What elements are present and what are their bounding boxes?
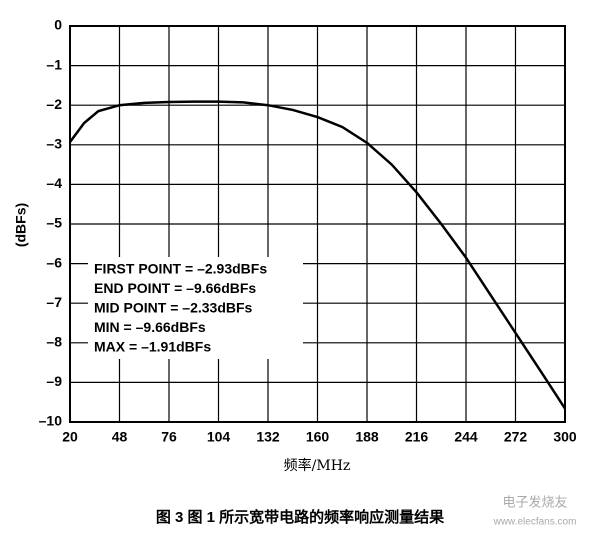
x-tick-label: 272 xyxy=(504,429,528,445)
y-tick-label: –4 xyxy=(46,175,62,191)
y-axis-label: (dBFs) xyxy=(13,203,29,247)
x-tick-label: 244 xyxy=(454,429,478,445)
x-tick-label: 20 xyxy=(62,429,78,445)
y-tick-label: –6 xyxy=(46,254,62,270)
caption: 图 3 图 1 所示宽带电路的频率响应测量结果 xyxy=(156,508,445,526)
y-tick-label: –8 xyxy=(46,334,62,350)
annotation: MID POINT = –2.33dBFs xyxy=(94,300,253,316)
annotation: MIN = –9.66dBFs xyxy=(94,319,206,335)
x-tick-label: 132 xyxy=(256,429,280,445)
y-tick-label: –2 xyxy=(46,96,62,112)
y-tick-label: –3 xyxy=(46,136,62,152)
y-tick-label: –10 xyxy=(39,413,63,429)
x-tick-label: 76 xyxy=(161,429,177,445)
plot-border xyxy=(69,25,566,423)
y-tick-label: –5 xyxy=(46,215,62,231)
x-tick-label: 300 xyxy=(553,429,577,445)
x-tick-label: 48 xyxy=(112,429,128,445)
annotation: MAX = –1.91dBFs xyxy=(94,339,211,355)
data-line xyxy=(68,100,567,410)
x-axis-label: 频率/MHz xyxy=(284,457,351,474)
x-tick-label: 160 xyxy=(306,429,330,445)
annotation-box xyxy=(88,257,303,359)
x-tick-label: 188 xyxy=(355,429,379,445)
annotation: FIRST POINT = –2.93dBFs xyxy=(94,261,267,277)
x-tick-label: 104 xyxy=(207,429,231,445)
watermark: www.elecfans.com xyxy=(493,517,577,528)
y-tick-label: –9 xyxy=(46,373,62,389)
y-tick-label: –7 xyxy=(46,294,62,310)
y-tick-label: –1 xyxy=(46,56,62,72)
annotation: END POINT = –9.66dBFs xyxy=(94,280,256,296)
y-tick-label: 0 xyxy=(54,17,62,33)
watermark: 电子发烧友 xyxy=(502,494,567,509)
x-tick-label: 216 xyxy=(405,429,429,445)
